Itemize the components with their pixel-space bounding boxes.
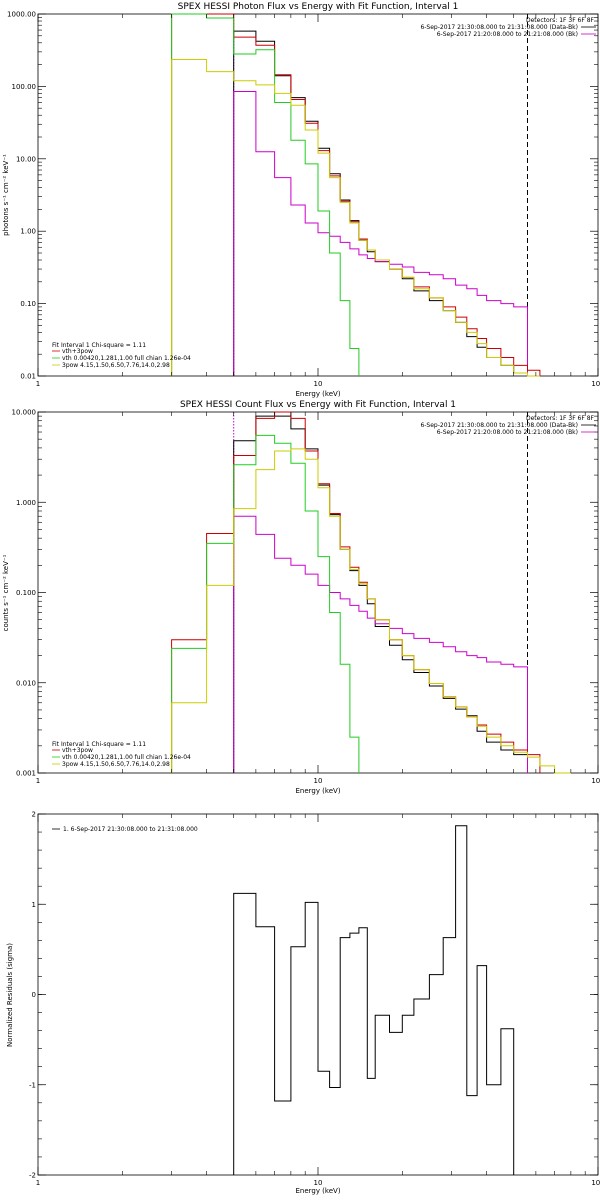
y-tick-label: 0.01 xyxy=(20,373,36,381)
series-marks xyxy=(233,825,515,1175)
series-3pow xyxy=(171,59,540,377)
fit-legend-title: Fit Interval 1 Chi-square = 1.11 xyxy=(52,342,146,349)
y-tick-label: -2 xyxy=(29,1172,36,1180)
count-flux-panel: SPEX HESSI Count Flux vs Energy with Fit… xyxy=(2,400,600,795)
x-axis-label: Energy (keV) xyxy=(295,1187,340,1195)
legend-data-bk: 6-Sep-2017 21:30:08.000 to 21:31:08.000 … xyxy=(420,422,578,429)
y-tick-label: 1.000 xyxy=(16,499,36,507)
x-tick-label: 100 xyxy=(591,380,600,388)
axis-ticks: 1 10 100 -2 -1 0 1 2 xyxy=(29,811,600,1188)
y-axis-label: counts s⁻¹ cm⁻² keV⁻¹ xyxy=(2,554,10,631)
residuals-panel: 1 10 100 -2 -1 0 1 2 Energy (keV) Normalized Re… xyxy=(6,811,600,1196)
y-tick-label: 1000.00 xyxy=(7,11,36,19)
fit-legend-vth: vth 0.00420,1.281,1.00 full chian 1.26e-… xyxy=(62,754,191,761)
y-tick-label: 0.010 xyxy=(16,679,36,687)
y-tick-label: 100.00 xyxy=(12,83,37,91)
y-tick-label: 1.00 xyxy=(20,228,36,236)
fit-legend-total: vth+3pow xyxy=(62,747,93,754)
axis-ticks: 1 10 100 0.01 0.10 1.00 10.00 100.00 1000.00 xyxy=(7,11,600,389)
axis-ticks: 1 10 100 0.001 0.010 0.100 1.000 10.000 xyxy=(12,409,600,786)
y-tick-label: 0 xyxy=(32,991,36,999)
legend-bk: 6-Sep-2017 21:20:08.000 to 21:21:08.000 … xyxy=(437,31,578,38)
series-marks xyxy=(171,411,571,774)
x-tick-label: 1 xyxy=(36,1179,40,1187)
y-tick-label: 1 xyxy=(32,901,36,909)
x-tick-label: 10 xyxy=(314,380,323,388)
legend-data-bk: 6-Sep-2017 21:30:08.000 to 21:31:08.000 … xyxy=(420,24,578,31)
y-tick-label: 2 xyxy=(32,811,36,819)
series-3pow xyxy=(171,448,571,774)
series-marks xyxy=(171,13,541,377)
fit-legend-vth: vth 0.00420,1.281,1.00 full chian 1.26e-… xyxy=(62,355,191,362)
series-bk xyxy=(233,515,528,773)
y-tick-label: 10.00 xyxy=(16,155,36,163)
photon-flux-panel: SPEX HESSI Photon Flux vs Energy with Fi… xyxy=(2,2,600,398)
series-vth xyxy=(171,13,360,376)
series-vth-3pow xyxy=(171,411,541,773)
series-data-bk xyxy=(233,415,528,773)
series-vth-3pow xyxy=(171,13,541,376)
chart-title: SPEX HESSI Count Flux vs Energy with Fit… xyxy=(180,400,456,410)
series-data-bk xyxy=(233,30,528,376)
detectors-label: Detectors: 1F 3F 6F 8F xyxy=(526,415,595,422)
x-tick-label: 10 xyxy=(314,777,323,785)
x-tick-label: 10 xyxy=(314,1179,323,1187)
series-bk xyxy=(233,91,528,376)
x-tick-label: 1 xyxy=(36,380,40,388)
x-tick-label: 1 xyxy=(36,777,40,785)
fit-legend-3pow: 3pow 4.15,1.50,6.50,7.76,14.0,2.98 xyxy=(62,362,170,369)
y-tick-label: 10.000 xyxy=(12,409,37,417)
legend-interval: 1. 6-Sep-2017 21:30:08.000 to 21:31:08.0… xyxy=(63,826,198,833)
y-tick-label: -1 xyxy=(29,1081,36,1089)
detectors-label: Detectors: 1F 3F 6F 8F xyxy=(526,17,595,24)
x-axis-label: Energy (keV) xyxy=(295,390,340,398)
y-axis-label: photons s⁻¹ cm⁻² keV⁻¹ xyxy=(2,154,10,236)
chart-title: SPEX HESSI Photon Flux vs Energy with Fi… xyxy=(178,2,459,12)
fit-legend-total: vth+3pow xyxy=(62,348,93,355)
series-residuals xyxy=(233,825,515,1175)
x-axis-label: Energy (keV) xyxy=(295,787,340,795)
series-vth xyxy=(171,434,360,773)
y-tick-label: 0.10 xyxy=(20,300,36,308)
fit-legend-title: Fit Interval 1 Chi-square = 1.11 xyxy=(52,741,146,748)
legend-bk: 6-Sep-2017 21:20:08.000 to 21:21:08.000 … xyxy=(437,429,578,436)
fit-legend-3pow: 3pow 4.15,1.50,6.50,7.76,14.0,2.98 xyxy=(62,761,170,768)
x-tick-label: 100 xyxy=(591,777,600,785)
x-tick-label: 100 xyxy=(591,1179,600,1187)
y-axis-label: Normalized Residuals (sigma) xyxy=(6,943,14,1047)
y-tick-label: 0.001 xyxy=(16,770,36,778)
y-tick-label: 0.100 xyxy=(16,589,36,597)
